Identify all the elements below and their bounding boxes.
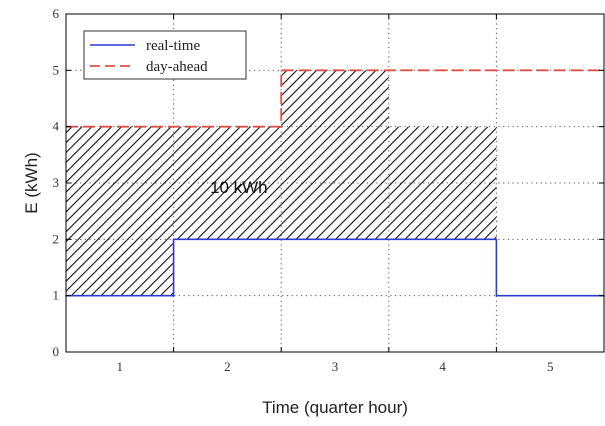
y-tick-label: 5 bbox=[53, 62, 60, 77]
y-axis-title: E (kWh) bbox=[22, 152, 41, 213]
hatch-segment bbox=[173, 126, 282, 240]
y-tick-label: 3 bbox=[53, 175, 60, 190]
annotation-energy-label: 10 kWh bbox=[210, 178, 268, 197]
hatch-segment bbox=[281, 70, 389, 240]
shaded-energy-region bbox=[66, 70, 497, 296]
hatch-segment bbox=[388, 126, 497, 240]
legend-label-day-ahead: day-ahead bbox=[146, 59, 208, 75]
series-lines bbox=[66, 69, 604, 297]
x-tick-label: 3 bbox=[332, 359, 339, 374]
legend-label-real-time: real-time bbox=[146, 38, 200, 54]
y-tick-label: 2 bbox=[53, 231, 60, 246]
x-tick-label: 2 bbox=[224, 359, 231, 374]
legend-box bbox=[83, 30, 247, 80]
y-tick-label: 6 bbox=[53, 6, 60, 21]
legend: real-time day-ahead bbox=[83, 30, 247, 80]
y-tick-label: 1 bbox=[53, 288, 60, 303]
x-tick-label: 5 bbox=[547, 359, 554, 374]
series-line-real-time bbox=[66, 238, 604, 297]
x-axis-title: Time (quarter hour) bbox=[262, 398, 408, 417]
y-tick-label: 0 bbox=[53, 344, 60, 359]
y-tick-label: 4 bbox=[53, 119, 60, 134]
hatch-segment bbox=[66, 126, 174, 296]
x-tick-label: 4 bbox=[439, 359, 446, 374]
x-tick-label: 1 bbox=[117, 359, 124, 374]
series-line-day-ahead bbox=[66, 69, 604, 128]
axis-ticks: 0 1 2 3 4 5 6 1 2 3 4 5 bbox=[53, 6, 604, 374]
